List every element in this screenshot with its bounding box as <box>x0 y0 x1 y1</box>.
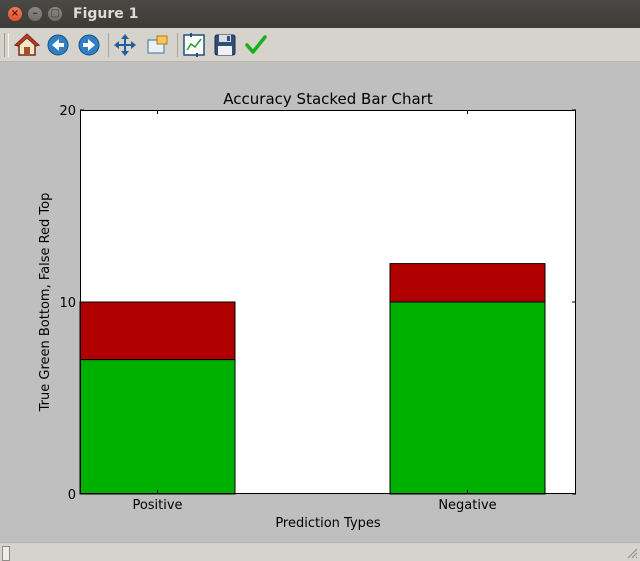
status-bar <box>0 542 640 561</box>
close-window-button[interactable]: × <box>8 7 22 21</box>
zoom-button[interactable] <box>145 32 171 58</box>
back-button[interactable] <box>45 32 71 58</box>
x-tick-label: Negative <box>438 498 496 513</box>
bar-true-positive <box>79 359 236 495</box>
subplots-button[interactable] <box>181 32 207 58</box>
y-axis-label: True Green Bottom, False Red Top <box>38 193 53 413</box>
navigation-toolbar <box>0 28 640 62</box>
floppy-disk-icon <box>214 34 236 56</box>
window-title: Figure 1 <box>73 6 139 22</box>
resize-grip-icon[interactable] <box>626 547 638 559</box>
stacked-bar-chart: Positive Negative 0 10 20 Accuracy Stacked B… <box>38 90 576 531</box>
minimize-window-button[interactable]: – <box>28 7 42 21</box>
bar-false-negative <box>389 263 546 303</box>
x-tick-label: Positive <box>132 498 182 513</box>
toolbar-grip[interactable] <box>4 33 9 57</box>
x-axis-label: Prediction Types <box>275 516 381 531</box>
move-icon <box>114 34 136 56</box>
chart-title: Accuracy Stacked Bar Chart <box>223 90 433 108</box>
back-arrow-icon <box>47 34 69 56</box>
toolbar-separator <box>108 33 109 57</box>
bar-true-negative <box>389 301 546 495</box>
forward-arrow-icon <box>78 34 100 56</box>
home-icon <box>14 33 40 56</box>
zoom-rect-icon <box>147 35 168 54</box>
status-message-field <box>2 546 10 561</box>
y-tick-label: 20 <box>59 104 76 119</box>
y-tick-label: 0 <box>68 488 76 503</box>
checkmark-icon <box>245 35 267 54</box>
maximize-window-button[interactable]: □ <box>48 7 62 21</box>
toolbar-separator <box>177 33 178 57</box>
pan-button[interactable] <box>112 32 138 58</box>
save-button[interactable] <box>212 32 238 58</box>
edit-button[interactable] <box>243 32 269 58</box>
figure-canvas[interactable]: Positive Negative 0 10 20 Accuracy Stacked B… <box>0 62 640 542</box>
bar-false-positive <box>79 301 236 361</box>
home-button[interactable] <box>14 32 40 58</box>
forward-button[interactable] <box>76 32 102 58</box>
subplots-icon <box>183 33 205 57</box>
y-tick-label: 10 <box>59 296 76 311</box>
window-titlebar: × – □ Figure 1 <box>0 0 640 28</box>
